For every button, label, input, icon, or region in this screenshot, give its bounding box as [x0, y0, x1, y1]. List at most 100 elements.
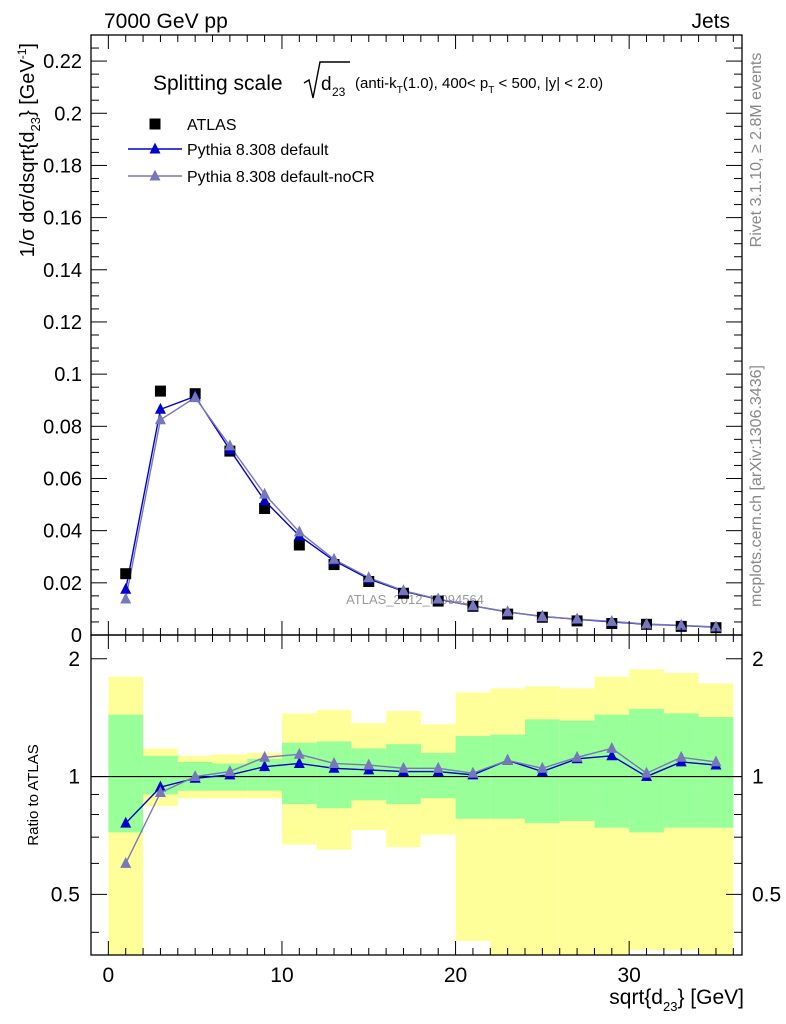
data-point-pythia-nocr	[397, 584, 409, 596]
uncertainty-band-inner	[559, 720, 595, 821]
data-point-pythia-default	[154, 402, 166, 414]
ratio-y-tick-label-left: 2	[68, 648, 80, 671]
uncertainty-band-inner	[698, 716, 734, 828]
ratio-line-1	[125, 747, 717, 864]
ratio-point-pythia-nocr	[536, 761, 548, 773]
uncertainty-band-outer	[490, 688, 525, 955]
data-point-pythia-nocr	[467, 599, 479, 611]
ratio-line-0	[125, 755, 717, 824]
data-point-pythia-nocr	[536, 610, 548, 622]
title-sqrt-var: d	[321, 74, 332, 95]
rivet-label: Rivet 3.1.10, ≥ 2.8M events	[748, 53, 765, 248]
y-tick-label: 0	[71, 625, 82, 647]
data-point-pythia-nocr	[328, 552, 340, 564]
data-point-pythia-nocr	[363, 571, 375, 583]
data-point-pythia-default	[259, 494, 271, 506]
x-tick-label: 30	[617, 964, 640, 987]
ratio-point-pythia-nocr	[224, 765, 236, 776]
ratio-point-pythia-default	[154, 780, 166, 792]
y-axis-title: 1/σ dσ/dsqrt{d23} [GeV-1]	[15, 43, 43, 257]
chart-title: Splitting scale	[153, 72, 283, 95]
data-point-pythia-nocr	[189, 391, 201, 403]
data-point-pythia-nocr	[432, 592, 444, 604]
legend-label: Pythia 8.308 default	[187, 142, 329, 159]
legend-marker-atlas	[149, 118, 161, 130]
ratio-point-pythia-nocr	[363, 758, 375, 770]
header-right: Jets	[691, 10, 730, 33]
y-tick-label: 0.1	[54, 364, 82, 386]
legend-marker	[149, 169, 161, 181]
ratio-point-pythia-nocr	[154, 786, 166, 798]
ratio-point-pythia-nocr	[606, 741, 618, 753]
y-tick-label: 0.2	[54, 103, 82, 125]
y-tick-label: 0.22	[43, 51, 82, 73]
x-axis-title: sqrt{d23} [GeV]	[609, 986, 744, 1014]
y-tick-label: 0.02	[43, 573, 82, 595]
ratio-y-axis-title: Ratio to ATLAS	[25, 744, 42, 845]
data-point-pythia-nocr	[675, 618, 687, 630]
data-point-pythia-nocr	[293, 525, 305, 537]
ratio-point-pythia-default	[293, 757, 305, 768]
watermark-label: ATLAS_2012_I1094564	[346, 592, 484, 607]
y-tick-label: 0.14	[43, 260, 82, 282]
data-point-pythia-default	[120, 582, 132, 594]
y-tick-label: 0.16	[43, 208, 82, 230]
ratio-point-pythia-nocr	[467, 766, 479, 778]
ratio-point-pythia-nocr	[571, 750, 583, 762]
data-point-pythia-nocr	[259, 487, 271, 499]
ratio-point-pythia-nocr	[189, 770, 201, 782]
ratio-point-pythia-nocr	[293, 747, 305, 759]
title-sqrt-sub: 23	[332, 85, 346, 99]
ratio-point-pythia-nocr	[641, 766, 653, 778]
uncertainty-band-inner	[108, 714, 144, 833]
data-point-pythia-nocr	[224, 439, 236, 451]
ratio-point-pythia-nocr	[328, 757, 340, 768]
data-point-pythia-nocr	[120, 592, 132, 604]
uncertainty-band-inner	[594, 714, 630, 828]
y-tick-label: 0.06	[43, 468, 82, 490]
ratio-point-pythia-nocr	[397, 761, 409, 773]
data-point-pythia-nocr	[710, 620, 722, 632]
data-point-atlas	[120, 568, 132, 580]
data-point-pythia-nocr	[502, 605, 514, 617]
ratio-point-pythia-nocr	[710, 755, 722, 767]
ratio-point-pythia-default	[259, 760, 271, 772]
data-point-atlas	[259, 502, 271, 514]
ratio-point-pythia-default	[606, 749, 618, 761]
ratio-y-tick-label-right: 1	[752, 766, 764, 789]
data-point-pythia-nocr	[641, 617, 653, 629]
y-tick-label: 0.08	[43, 416, 82, 438]
ratio-point-pythia-default	[120, 816, 132, 828]
y-tick-label: 0.18	[43, 155, 82, 177]
uncertainty-band-inner	[316, 741, 352, 809]
y-tick-label: 0.12	[43, 312, 82, 334]
data-point-atlas	[154, 385, 166, 397]
ratio-point-pythia-nocr	[432, 761, 444, 773]
legend-marker	[149, 142, 161, 154]
ratio-point-pythia-nocr	[675, 750, 687, 762]
ratio-y-tick-label-right: 0.5	[752, 883, 781, 906]
ratio-point-pythia-nocr	[502, 753, 514, 765]
y-tick-label: 0.04	[43, 521, 82, 543]
x-tick-label: 10	[270, 964, 293, 987]
data-point-pythia-nocr	[606, 614, 618, 626]
ratio-point-pythia-nocr	[259, 750, 271, 762]
ratio-y-tick-label-left: 0.5	[51, 883, 80, 906]
ratio-y-tick-label-left: 1	[68, 766, 80, 789]
data-point-pythia-nocr	[154, 413, 166, 425]
data-point-pythia-nocr	[571, 612, 583, 624]
mcplots-label: mcplots.cern.ch [arXiv:1306.3436]	[748, 365, 765, 607]
legend-label: ATLAS	[187, 117, 237, 134]
ratio-point-pythia-nocr	[120, 856, 132, 868]
ratio-y-tick-label-right: 2	[752, 648, 764, 671]
header-left: 7000 GeV pp	[104, 10, 228, 33]
x-tick-label: 20	[444, 964, 467, 987]
ratio-plot-frame	[90, 634, 743, 956]
series-line-2	[125, 396, 716, 628]
sqrt-symbol	[303, 61, 350, 99]
legend-label: Pythia 8.308 default-noCR	[187, 169, 375, 186]
data-point-atlas	[293, 539, 305, 551]
x-tick-label: 0	[103, 964, 115, 987]
uncertainty-band-inner	[663, 713, 699, 828]
